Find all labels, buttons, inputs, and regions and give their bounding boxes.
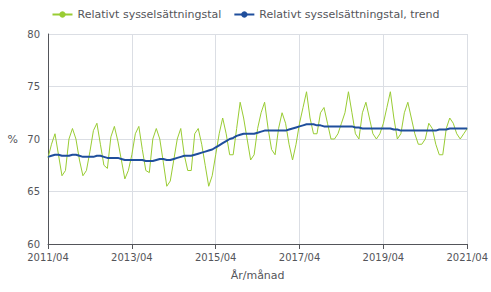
svg-text:65: 65 <box>27 186 40 197</box>
svg-text:Relativt sysselsättningstal, t: Relativt sysselsättningstal, trend <box>259 8 439 21</box>
svg-text:2013/04: 2013/04 <box>111 252 153 263</box>
svg-text:60: 60 <box>27 239 40 250</box>
svg-text:År/månad: År/månad <box>231 269 285 282</box>
svg-text:70: 70 <box>27 134 40 145</box>
svg-text:2015/04: 2015/04 <box>195 252 237 263</box>
svg-text:2019/04: 2019/04 <box>363 252 405 263</box>
svg-text:2011/04: 2011/04 <box>27 252 69 263</box>
svg-text:75: 75 <box>27 81 40 92</box>
svg-text:2017/04: 2017/04 <box>279 252 321 263</box>
svg-text:80: 80 <box>27 29 40 40</box>
svg-text:%: % <box>8 133 18 146</box>
svg-text:Relativt sysselsättningstal: Relativt sysselsättningstal <box>77 8 221 21</box>
svg-text:2021/04: 2021/04 <box>446 252 488 263</box>
